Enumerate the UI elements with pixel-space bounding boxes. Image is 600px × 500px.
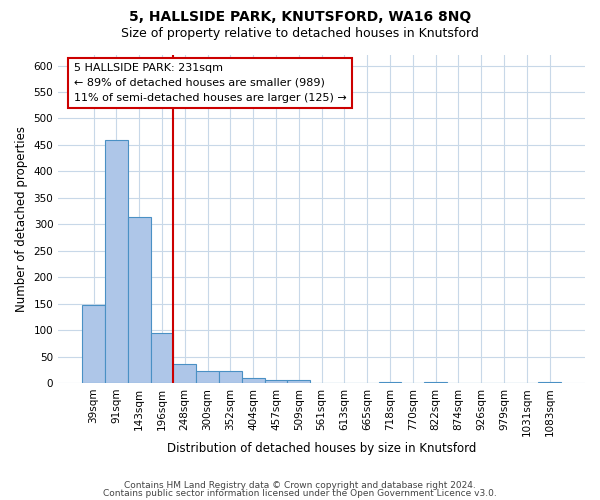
Text: Contains HM Land Registry data © Crown copyright and database right 2024.: Contains HM Land Registry data © Crown c… bbox=[124, 481, 476, 490]
Bar bbox=[287, 380, 310, 383]
Bar bbox=[538, 382, 561, 383]
Text: 5 HALLSIDE PARK: 231sqm
← 89% of detached houses are smaller (989)
11% of semi-d: 5 HALLSIDE PARK: 231sqm ← 89% of detache… bbox=[74, 63, 347, 103]
Bar bbox=[196, 372, 219, 383]
Bar bbox=[242, 378, 265, 383]
Bar bbox=[173, 364, 196, 383]
Text: Size of property relative to detached houses in Knutsford: Size of property relative to detached ho… bbox=[121, 28, 479, 40]
Bar bbox=[424, 382, 447, 383]
Bar bbox=[265, 380, 287, 383]
Bar bbox=[105, 140, 128, 383]
Bar bbox=[219, 372, 242, 383]
Bar bbox=[128, 217, 151, 383]
Text: 5, HALLSIDE PARK, KNUTSFORD, WA16 8NQ: 5, HALLSIDE PARK, KNUTSFORD, WA16 8NQ bbox=[129, 10, 471, 24]
Bar bbox=[82, 304, 105, 383]
Bar bbox=[379, 382, 401, 383]
X-axis label: Distribution of detached houses by size in Knutsford: Distribution of detached houses by size … bbox=[167, 442, 476, 455]
Text: Contains public sector information licensed under the Open Government Licence v3: Contains public sector information licen… bbox=[103, 488, 497, 498]
Y-axis label: Number of detached properties: Number of detached properties bbox=[15, 126, 28, 312]
Bar bbox=[151, 332, 173, 383]
